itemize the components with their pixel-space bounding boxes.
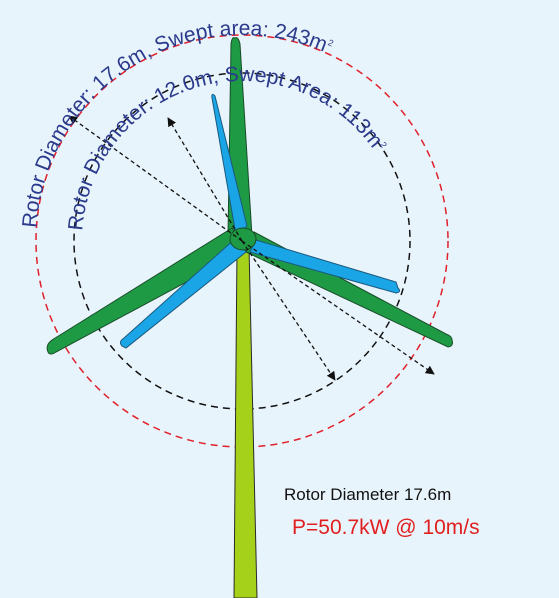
small-rotor-circle xyxy=(73,72,411,410)
radius-arrows xyxy=(68,115,435,381)
large-radius-arrow-right xyxy=(241,240,435,375)
power-rating-spec: P=50.7kW @ 10m/s xyxy=(292,516,480,539)
rotor-hub xyxy=(229,227,257,251)
rotor-diameter-spec: Rotor Diameter 17.6m xyxy=(284,485,452,504)
small-radius-arrow-left xyxy=(167,117,243,242)
large-radius-arrow-left xyxy=(68,115,243,242)
tower xyxy=(233,246,258,598)
large-rotor-label: Rotor Diameter: 17.6m, Swept area: 243m2 xyxy=(18,17,335,229)
large-rotor-circle xyxy=(35,34,449,448)
small-rotor-blades xyxy=(119,93,401,349)
small-blade-up xyxy=(211,93,248,236)
large-blade-lower-left xyxy=(46,227,247,355)
